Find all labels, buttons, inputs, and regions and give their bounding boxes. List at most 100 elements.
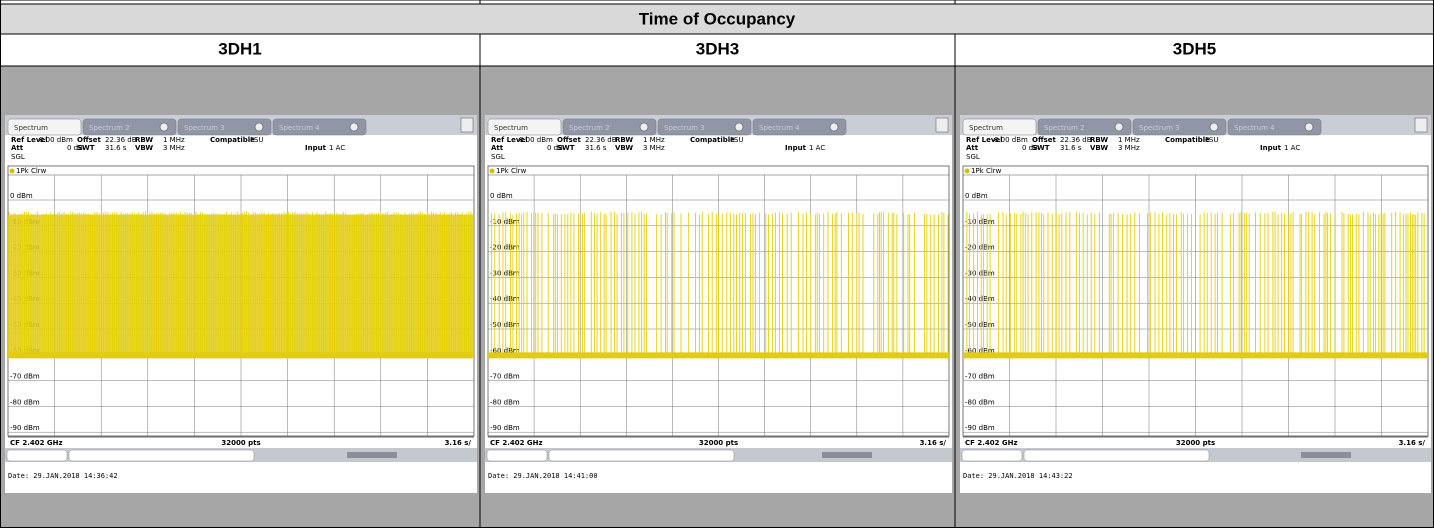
y-label: -90 dBm	[10, 424, 40, 432]
sweep-mode: SGL	[966, 153, 980, 161]
setting-label: SWT	[1032, 144, 1050, 152]
tab-label: Spectrum 2	[1044, 124, 1085, 132]
noise-floor	[963, 352, 1428, 358]
setting-value: FSU	[730, 136, 743, 144]
trace-dot	[490, 169, 495, 174]
setting-label: Offset	[557, 136, 582, 144]
setting-label: Offset	[77, 136, 102, 144]
trace-label: 1Pk Clrw	[16, 167, 47, 175]
tab-label: Spectrum	[969, 124, 1003, 132]
y-label: -80 dBm	[10, 398, 40, 406]
setting-label: Compatible	[690, 136, 735, 144]
status-box	[549, 450, 734, 461]
page: Time of Occupancy 3DH1 Spectrum Spectrum 2…	[0, 0, 1434, 528]
trace-dot	[965, 169, 970, 174]
setting-label: SWT	[557, 144, 575, 152]
setting-label: Att	[491, 144, 504, 152]
y-label: 0 dBm	[490, 192, 513, 200]
date: Date: 29.JAN.2018 14:41:00	[488, 472, 598, 480]
setting-value: FSU	[1205, 136, 1218, 144]
status-box	[487, 450, 547, 461]
span: 3.16 s/	[920, 439, 947, 447]
y-label: -70 dBm	[10, 373, 40, 381]
sweep-mode: SGL	[491, 153, 505, 161]
setting-value: 1 MHz	[643, 136, 665, 144]
setting-label: Input	[1260, 144, 1282, 152]
setting-value: 22.36 dB	[105, 136, 137, 144]
setting-label: Compatible	[1165, 136, 1210, 144]
y-label: -70 dBm	[965, 373, 995, 381]
tab-label: Spectrum 3	[184, 124, 225, 132]
date: Date: 29.JAN.2018 14:36:42	[8, 472, 118, 480]
y-label: -90 dBm	[965, 424, 995, 432]
setting-value: 1 MHz	[163, 136, 185, 144]
tab-label: Spectrum 3	[1139, 124, 1180, 132]
menu-icon	[1415, 118, 1427, 132]
y-label: -80 dBm	[965, 398, 995, 406]
setting-label: VBW	[1090, 144, 1108, 152]
tab-label: Spectrum 4	[279, 124, 320, 132]
date: Date: 29.JAN.2018 14:43:22	[963, 472, 1073, 480]
tab-close	[160, 123, 168, 131]
tab-close	[1305, 123, 1313, 131]
table-title: Time of Occupancy	[639, 9, 796, 28]
sweep-mode: SGL	[11, 153, 25, 161]
tab-close	[255, 123, 263, 131]
span: 3.16 s/	[1399, 439, 1426, 447]
status-box	[962, 450, 1022, 461]
setting-value: 3 MHz	[163, 144, 185, 152]
status-box	[69, 450, 254, 461]
setting-label: SWT	[77, 144, 95, 152]
setting-value: 8.00 dBm	[519, 136, 553, 144]
trace-dot	[10, 169, 15, 174]
progress	[347, 452, 397, 458]
setting-value: 3 MHz	[643, 144, 665, 152]
setting-value: 8.00 dBm	[39, 136, 73, 144]
trace-label: 1Pk Clrw	[971, 167, 1002, 175]
center-freq: CF 2.402 GHz	[965, 439, 1018, 447]
setting-label: Input	[785, 144, 807, 152]
tab-label: Spectrum 4	[1234, 124, 1275, 132]
setting-label: Att	[11, 144, 24, 152]
setting-label: Compatible	[210, 136, 255, 144]
tab-close	[735, 123, 743, 131]
sweep-points: 32000 pts	[1176, 439, 1215, 447]
center-freq: CF 2.402 GHz	[10, 439, 63, 447]
setting-label: Offset	[1032, 136, 1057, 144]
sweep-points: 32000 pts	[221, 439, 260, 447]
progress	[822, 452, 872, 458]
tab-close	[1115, 123, 1123, 131]
menu-icon	[461, 118, 473, 132]
tab-label: Spectrum	[494, 124, 528, 132]
setting-value: FSU	[250, 136, 263, 144]
column-heading: 3DH1	[218, 39, 261, 58]
span: 3.16 s/	[445, 439, 472, 447]
noise-floor	[8, 352, 474, 358]
tab-label: Spectrum 2	[89, 124, 130, 132]
status-box	[1024, 450, 1209, 461]
y-label: -80 dBm	[490, 398, 520, 406]
setting-value: 22.36 dB	[1060, 136, 1092, 144]
tab-label: Spectrum 3	[664, 124, 705, 132]
y-label: 0 dBm	[965, 192, 988, 200]
y-label: -90 dBm	[490, 424, 520, 432]
setting-label: RBW	[1090, 136, 1108, 144]
setting-value: 1 MHz	[1118, 136, 1140, 144]
setting-label: Input	[305, 144, 327, 152]
center-freq: CF 2.402 GHz	[490, 439, 543, 447]
setting-label: VBW	[135, 144, 153, 152]
trace-band	[8, 215, 474, 358]
setting-value: 1 AC	[1284, 144, 1300, 152]
tab-close	[640, 123, 648, 131]
y-label: -70 dBm	[490, 373, 520, 381]
tab-close	[1210, 123, 1218, 131]
setting-label: RBW	[615, 136, 633, 144]
setting-value: 1 AC	[809, 144, 825, 152]
setting-value: 31.6 s	[1060, 144, 1082, 152]
setting-value: 22.36 dB	[585, 136, 617, 144]
setting-label: Att	[966, 144, 979, 152]
noise-floor	[488, 352, 949, 358]
tab-label: Spectrum 2	[569, 124, 610, 132]
setting-value: 31.6 s	[585, 144, 607, 152]
setting-value: 1 AC	[329, 144, 345, 152]
